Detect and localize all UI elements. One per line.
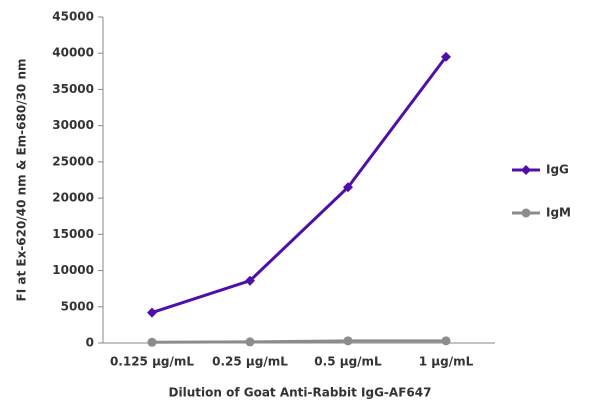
- legend-label: IgG: [546, 163, 569, 177]
- y-tick-label: 30000: [52, 118, 94, 132]
- y-tick-label: 0: [86, 336, 94, 350]
- y-tick-label: 25000: [52, 154, 94, 168]
- y-tick-label: 35000: [52, 82, 94, 96]
- data-point: [147, 337, 157, 347]
- data-point: [147, 307, 157, 318]
- data-point: [245, 275, 255, 286]
- x-axis-title: Dilution of Goat Anti-Rabbit IgG-AF647: [169, 386, 432, 400]
- series-line: [151, 55, 448, 314]
- x-tick-label: 0.125 µg/mL: [110, 355, 194, 369]
- data-point: [441, 51, 451, 62]
- y-tick-label: 5000: [61, 299, 94, 313]
- legend-marker: [521, 165, 531, 175]
- y-axis-title: FI at Ex-620/40 nm & Em-680/30 nm: [15, 59, 29, 302]
- x-tick-label: 1 µg/mL: [419, 355, 474, 369]
- data-point: [245, 337, 255, 347]
- data-point: [343, 336, 353, 346]
- y-tick-label: 10000: [52, 263, 94, 277]
- y-tick-label: 20000: [52, 191, 94, 205]
- y-tick-label: 40000: [52, 46, 94, 60]
- x-tick-label: 0.25 µg/mL: [212, 355, 288, 369]
- x-tick-label: 0.5 µg/mL: [314, 355, 382, 369]
- data-point: [441, 336, 451, 346]
- y-tick-label: 45000: [52, 10, 94, 24]
- y-tick-label: 15000: [52, 227, 94, 241]
- series-line: [151, 339, 446, 344]
- data-point: [343, 182, 353, 193]
- legend-label: IgM: [546, 206, 571, 220]
- legend-marker: [521, 208, 531, 218]
